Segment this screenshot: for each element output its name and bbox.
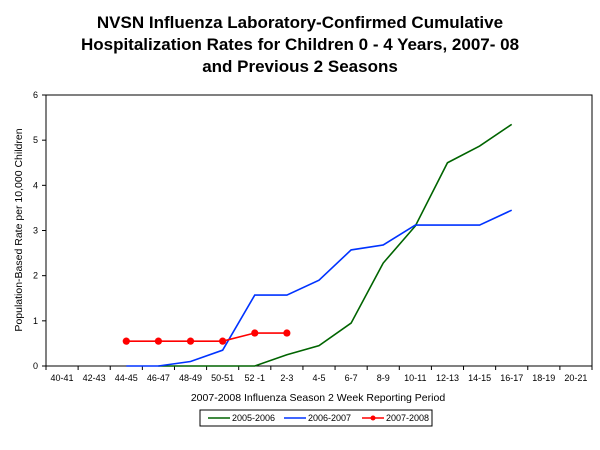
legend: 2005-2006 2006-2007 2007-2008: [199, 409, 433, 427]
data-point: [186, 337, 195, 345]
legend-marker: [370, 415, 376, 421]
x-tick-label: 46-47: [147, 373, 170, 383]
x-tick-label: 42-43: [83, 373, 106, 383]
series-layer: [122, 123, 513, 367]
plot-border: [45, 94, 593, 367]
data-point: [219, 337, 227, 345]
x-tick-label: 14-15: [468, 373, 491, 383]
y-axis-title: Population-Based Rate per 10,000 Childre…: [13, 128, 25, 331]
x-axis: 40-41 42-43 44-45 46-47 48-49 50-51 52 -1 2-3 4-…: [45, 366, 593, 383]
legend-label: 2006-2007: [308, 413, 351, 423]
data-point: [283, 329, 291, 337]
x-tick-label: 48-49: [179, 373, 202, 383]
series-2007-2008: [122, 329, 291, 345]
y-axis: 0 1 2 3 4 5 6: [33, 90, 46, 371]
chart-title-line-2: Hospitalization Rates for Children 0 - 4…: [80, 35, 520, 54]
x-tick-label: 8-9: [377, 373, 390, 383]
series-line: [126, 209, 513, 367]
series-line: [158, 123, 513, 367]
y-tick-label: 1: [33, 316, 38, 326]
data-point: [154, 337, 163, 345]
chart-title-line-3: and Previous 2 Seasons: [202, 57, 398, 76]
x-tick-label: 44-45: [115, 373, 138, 383]
y-tick-label: 5: [33, 135, 38, 145]
x-tick-label: 50-51: [211, 373, 234, 383]
y-tick-label: 4: [33, 180, 38, 190]
data-point: [251, 329, 259, 337]
legend-item: 2006-2007: [284, 413, 351, 423]
x-tick-label: 18-19: [532, 373, 555, 383]
chart-title-line-1: NVSN Influenza Laboratory-Confirmed Cumu…: [96, 13, 504, 32]
x-tick-label: 52 -1: [245, 373, 266, 383]
legend-item: 2007-2008: [362, 413, 429, 423]
x-tick-label: 40-41: [51, 373, 74, 383]
y-tick-label: 0: [33, 361, 38, 371]
x-tick-label: 2-3: [280, 373, 293, 383]
legend-box: [199, 409, 433, 427]
x-axis-title: 2007-2008 Influenza Season 2 Week Report…: [191, 392, 445, 404]
y-tick-label: 2: [33, 271, 38, 281]
x-tick-label: 20-21: [564, 373, 587, 383]
x-tick-label: 16-17: [500, 373, 523, 383]
chart-title: NVSN Influenza Laboratory-Confirmed Cumu…: [0, 12, 600, 78]
x-tick-label: 10-11: [404, 373, 426, 383]
series-2005-2006: [158, 123, 513, 367]
series-line: [126, 332, 287, 342]
x-tick-label: 12-13: [436, 373, 459, 383]
y-tick-label: 3: [33, 226, 38, 236]
series-2006-2007: [126, 209, 513, 367]
data-point: [122, 337, 130, 345]
x-tick-label: 4-5: [312, 373, 325, 383]
legend-label: 2005-2006: [232, 413, 275, 423]
x-tick-label: 6-7: [345, 373, 358, 383]
legend-item: 2005-2006: [208, 413, 275, 423]
y-tick-label: 6: [33, 90, 38, 100]
plot-area: [45, 94, 593, 367]
legend-label: 2007-2008: [386, 413, 429, 423]
